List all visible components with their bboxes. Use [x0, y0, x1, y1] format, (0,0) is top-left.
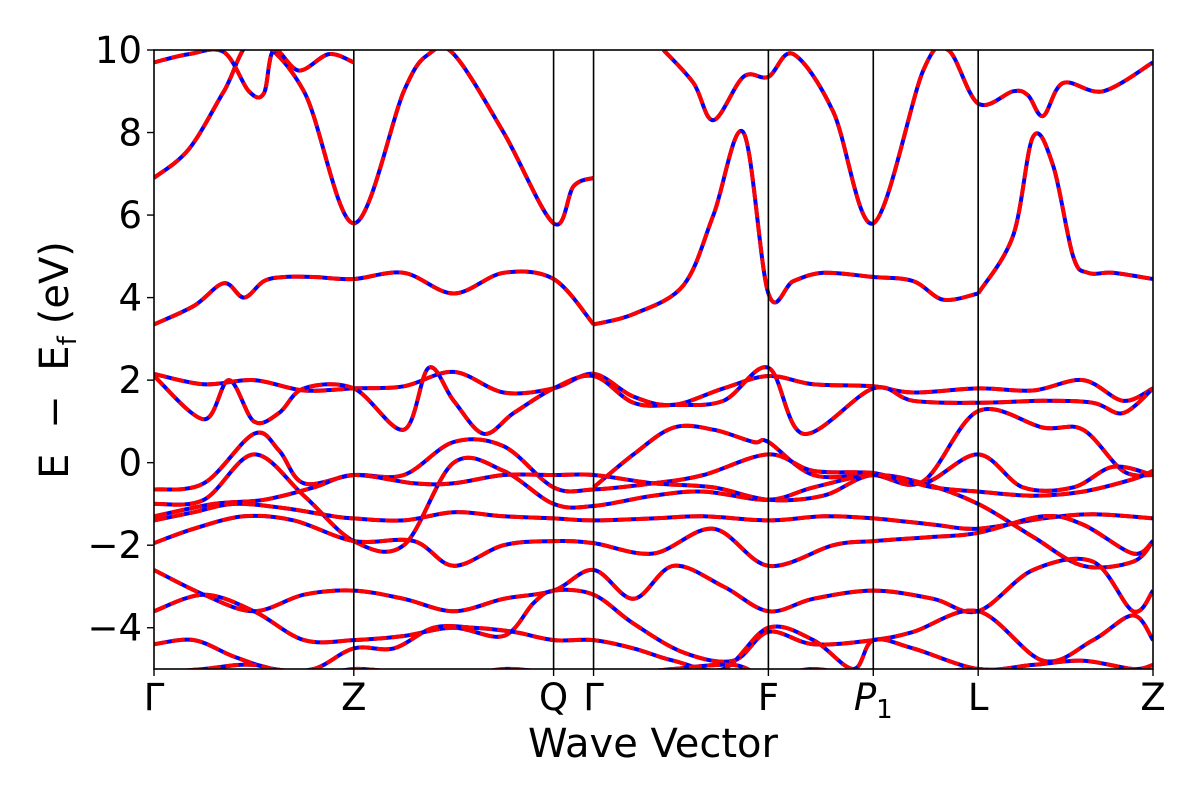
- kpoint-lines: [352, 50, 979, 669]
- y-ticks: −4 −2 0 2 4 6 8 10: [87, 29, 154, 650]
- band-3-dashed: [662, 50, 1153, 226]
- band-7-dashed: [154, 365, 1153, 436]
- band-11-dashed: [154, 469, 1153, 519]
- x-tick-label-1: Z: [341, 676, 366, 719]
- x-tick-label-6: L: [968, 676, 989, 719]
- band-13-dashed: [154, 513, 1153, 568]
- y-axis-label-minus: −: [32, 395, 78, 429]
- x-tick-label-3: Γ: [583, 676, 604, 719]
- y-axis-label-ef-sub: f: [53, 335, 83, 345]
- band-5-dashed: [154, 269, 596, 327]
- y-tick-label-2: 0: [118, 442, 142, 485]
- y-tick-label-4: 4: [118, 277, 142, 320]
- x-ticks: Γ Z Q Γ F P1 L Z: [144, 669, 1166, 725]
- band-15-dashed: [154, 587, 1153, 664]
- y-tick-label-0: −4: [87, 607, 142, 650]
- x-tick-label-0: Γ: [144, 676, 165, 719]
- y-axis-label-ef: E: [32, 345, 78, 370]
- band-2-dashed: [593, 128, 979, 327]
- y-axis-label-e: E: [32, 454, 78, 479]
- band-14-dashed: [154, 556, 1153, 615]
- y-axis-label: E − Ef (eV): [32, 241, 83, 479]
- band-9-dashed: [154, 430, 1153, 494]
- x-tick-label-7: Z: [1140, 676, 1165, 719]
- y-tick-label-7: 10: [95, 29, 142, 72]
- y-axis-label-unit: (eV): [32, 241, 78, 324]
- plot-frame: [153, 49, 1154, 670]
- y-tick-label-6: 8: [118, 112, 142, 155]
- band-4-dashed: [976, 131, 1153, 295]
- band-0-dashed: [154, 50, 595, 227]
- y-tick-label-1: −2: [87, 524, 142, 567]
- x-tick-label-2: Q: [539, 676, 568, 719]
- y-tick-label-5: 6: [118, 194, 142, 237]
- y-tick-label-3: 2: [118, 359, 142, 402]
- plot-area: [154, 50, 1153, 669]
- x-tick-label-4: F: [758, 676, 779, 719]
- x-tick-label-5: P1: [854, 676, 893, 725]
- band-1-dashed: [154, 50, 355, 100]
- x-axis-label: Wave Vector: [528, 721, 779, 767]
